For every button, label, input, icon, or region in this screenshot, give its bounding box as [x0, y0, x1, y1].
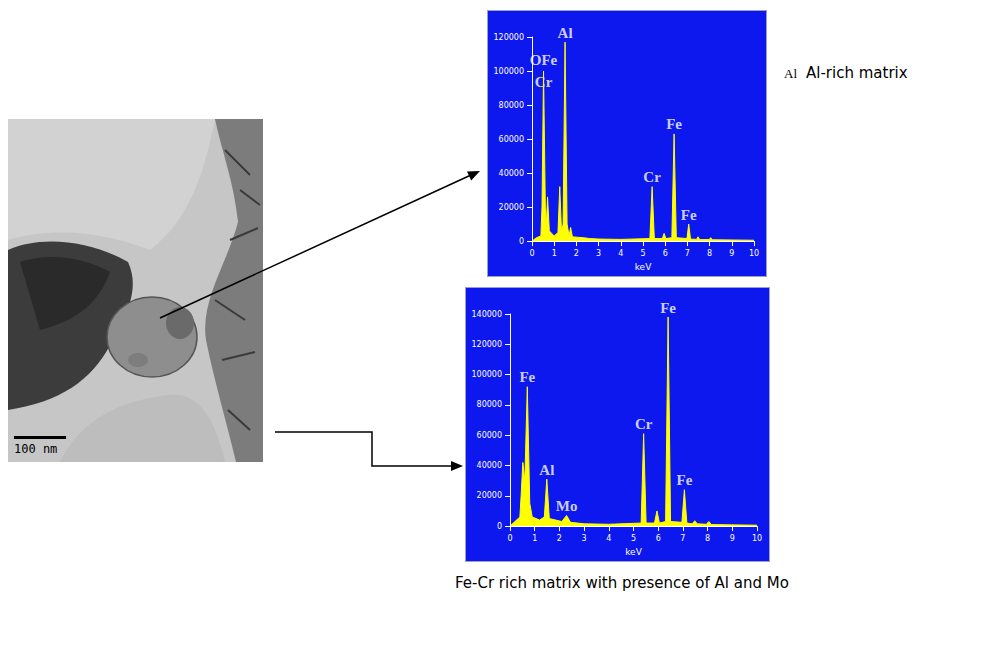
svg-text:140000: 140000 — [471, 310, 502, 319]
svg-text:80000: 80000 — [477, 400, 502, 409]
svg-text:80000: 80000 — [499, 101, 524, 110]
svg-text:Fe: Fe — [666, 116, 682, 132]
svg-text:6: 6 — [656, 534, 661, 543]
svg-text:Cr: Cr — [534, 73, 553, 90]
svg-text:0: 0 — [507, 534, 512, 543]
svg-text:0: 0 — [497, 522, 502, 531]
svg-text:OFe: OFe — [530, 52, 558, 68]
svg-text:60000: 60000 — [477, 431, 502, 440]
svg-text:5: 5 — [640, 249, 645, 258]
svg-text:Cr: Cr — [635, 416, 653, 432]
svg-text:7: 7 — [680, 534, 685, 543]
svg-text:Fe: Fe — [519, 369, 535, 385]
svg-text:3: 3 — [582, 534, 587, 543]
svg-text:2: 2 — [557, 534, 562, 543]
svg-text:Al: Al — [539, 462, 554, 478]
svg-text:Fe: Fe — [681, 207, 697, 223]
svg-text:10: 10 — [752, 534, 762, 543]
svg-text:0: 0 — [529, 249, 534, 258]
html-text:Fe-Cr rich matrix with presenc: Fe-Cr rich matrix with presence of Al an… — [455, 574, 789, 592]
svg-text:7: 7 — [685, 249, 690, 258]
html-text:Al-rich matrix: Al-rich matrix — [806, 64, 908, 82]
svg-text:6: 6 — [663, 249, 668, 258]
svg-text:Mo: Mo — [556, 498, 578, 514]
svg-text:9: 9 — [730, 534, 735, 543]
svg-text:1: 1 — [552, 249, 557, 258]
svg-text:20000: 20000 — [499, 203, 524, 212]
html-text:Al: Al — [784, 66, 797, 81]
svg-text:3: 3 — [596, 249, 601, 258]
svg-text:120000: 120000 — [493, 33, 524, 42]
svg-text:40000: 40000 — [499, 169, 524, 178]
svg-text:120000: 120000 — [471, 340, 502, 349]
svg-text:4: 4 — [606, 534, 611, 543]
svg-text:4: 4 — [618, 249, 623, 258]
svg-text:5: 5 — [631, 534, 636, 543]
svg-text:9: 9 — [729, 249, 734, 258]
svg-text:Fe: Fe — [676, 472, 692, 488]
svg-text:0: 0 — [519, 237, 524, 246]
svg-text:keV: keV — [635, 262, 652, 272]
svg-text:Al: Al — [558, 25, 573, 41]
svg-text:100000: 100000 — [471, 370, 502, 379]
svg-text:Fe: Fe — [660, 300, 676, 316]
svg-text:1: 1 — [532, 534, 537, 543]
svg-text:40000: 40000 — [477, 461, 502, 470]
svg-text:8: 8 — [707, 249, 712, 258]
svg-text:10: 10 — [749, 249, 759, 258]
svg-text:keV: keV — [625, 547, 642, 557]
svg-text:20000: 20000 — [477, 491, 502, 500]
svg-text:60000: 60000 — [499, 135, 524, 144]
svg-text:100000: 100000 — [493, 67, 524, 76]
svg-text:100 nm: 100 nm — [14, 442, 57, 456]
svg-text:2: 2 — [574, 249, 579, 258]
svg-text:Cr: Cr — [643, 169, 661, 185]
svg-text:8: 8 — [705, 534, 710, 543]
